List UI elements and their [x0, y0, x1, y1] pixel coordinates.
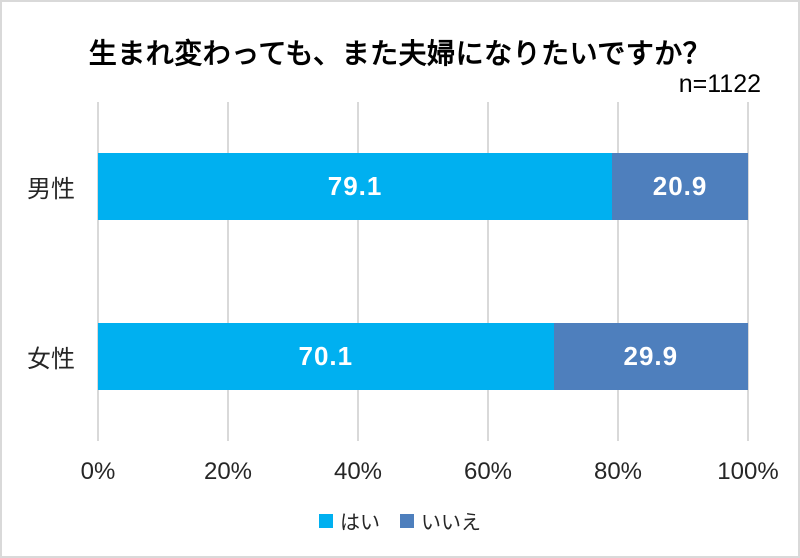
value-label-female-no: 29.9	[623, 341, 679, 371]
gridline-20pct	[227, 102, 229, 441]
bar-segment-male-no: 20.9	[612, 153, 748, 220]
category-label-female: 女性	[27, 346, 75, 373]
legend-item-yes: はい	[319, 506, 380, 535]
bar-segment-male-yes: 79.1	[98, 153, 613, 220]
x-axis-tick-0: 0%	[80, 458, 116, 485]
sample-size-label: n=1122	[678, 70, 761, 98]
legend-swatch-yes-icon	[319, 513, 333, 528]
bar-segment-female-no: 29.9	[553, 323, 748, 390]
x-axis-tick-80: 80%	[593, 458, 643, 485]
x-axis-tick-20: 20%	[203, 458, 253, 485]
gridline-60pct	[487, 102, 489, 441]
legend-swatch-no-icon	[400, 513, 414, 528]
plot-area: 79.1 20.9 70.1 29.9	[97, 102, 749, 441]
value-label-male-no: 20.9	[652, 171, 708, 201]
legend-label-no: いいえ	[421, 512, 481, 534]
chart-title: 生まれ変わっても、また夫婦になりたいですか？	[88, 38, 712, 69]
x-axis-tick-100: 100%	[717, 458, 779, 485]
category-label-male: 男性	[27, 176, 75, 203]
bar-row-male: 79.1 20.9	[98, 153, 748, 220]
bar-row-female: 70.1 29.9	[98, 323, 748, 390]
legend: はい いいえ	[2, 506, 798, 535]
gridline-100pct	[747, 102, 749, 441]
value-label-female-yes: 70.1	[298, 341, 354, 371]
gridline-40pct	[357, 102, 359, 441]
gridline-80pct	[617, 102, 619, 441]
legend-item-no: いいえ	[400, 506, 481, 535]
x-axis-tick-60: 60%	[463, 458, 513, 485]
legend-label-yes: はい	[340, 512, 380, 534]
x-axis-tick-40: 40%	[333, 458, 383, 485]
bar-segment-female-yes: 70.1	[98, 323, 554, 390]
value-label-male-yes: 79.1	[327, 171, 383, 201]
gridline-0pct	[97, 102, 99, 441]
